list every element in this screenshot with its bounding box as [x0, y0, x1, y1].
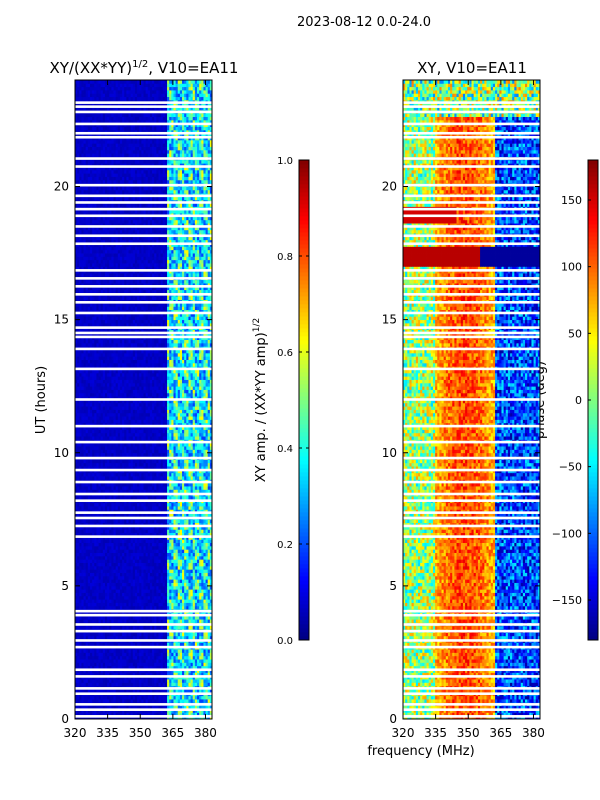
figure: 2023-08-12 0.0-24.0 XY/(XX*YY)1/2, V10=E…: [0, 0, 600, 800]
amp-title-prefix: XY/(XX*YY): [50, 59, 133, 77]
amp-colorbar-label: XY amp. / (XX*YY amp)1/2: [252, 318, 269, 482]
phase-plot-title: XY, V10=EA11: [417, 59, 527, 77]
amp-cbar-label-sup: 1/2: [252, 318, 262, 332]
amp-plot-title: XY/(XX*YY)1/2, V10=EA11: [50, 59, 239, 77]
shared-xlabel: frequency (MHz): [367, 744, 474, 759]
amp-title-sup: 1/2: [132, 59, 148, 70]
amp-title-suffix: , V10=EA11: [148, 59, 238, 77]
amp-cbar-label-main: XY amp. / (XX*YY amp): [254, 332, 269, 482]
amp-heatmap: [75, 80, 212, 719]
amp-ylabel: UT (hours): [34, 366, 49, 434]
figure-suptitle: 2023-08-12 0.0-24.0: [297, 15, 431, 30]
